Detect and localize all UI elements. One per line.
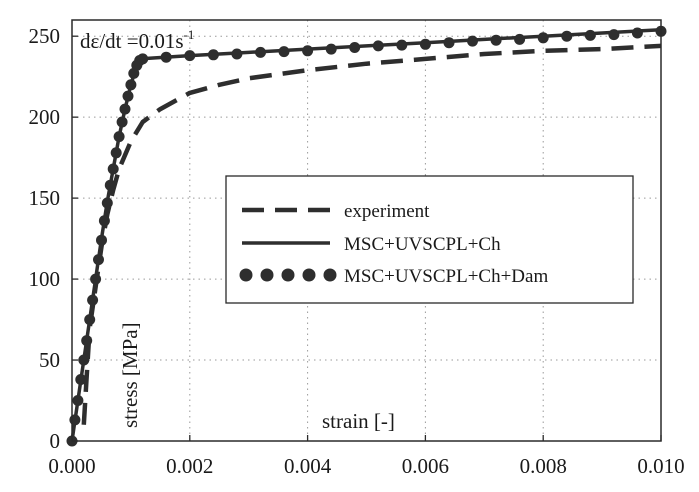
legend-label: experiment <box>344 201 430 222</box>
series-marker-msc-uvscpl-ch-dam <box>278 46 290 58</box>
strain-rate-annotation: dε/dt =0.01s-1 <box>80 27 194 53</box>
series-marker-msc-uvscpl-ch-dam <box>93 254 104 266</box>
series-marker-msc-uvscpl-ch-dam <box>490 34 502 46</box>
y-tick-label: 0 <box>50 429 61 453</box>
legend-swatch-marker <box>239 268 253 282</box>
series-marker-msc-uvscpl-ch-dam <box>69 414 81 426</box>
series-marker-msc-uvscpl-ch-dam <box>302 45 314 57</box>
series-marker-msc-uvscpl-ch-dam <box>325 43 337 55</box>
series-marker-msc-uvscpl-ch-dam <box>110 147 122 159</box>
series-marker-msc-uvscpl-ch-dam <box>631 27 643 39</box>
legend: experiment MSC+UVSCPL+Ch MSC+UVSCPL+Ch+Dam <box>225 175 634 304</box>
series-marker-msc-uvscpl-ch-dam <box>125 79 137 91</box>
x-tick-label: 0.006 <box>402 454 449 478</box>
x-tick-label: 0.004 <box>284 454 332 478</box>
series-marker-msc-uvscpl-ch-dam <box>87 294 99 306</box>
series-marker-msc-uvscpl-ch-dam <box>101 197 113 209</box>
y-tick-label: 150 <box>29 186 61 210</box>
series-marker-msc-uvscpl-ch-dam <box>75 374 87 385</box>
legend-label: MSC+UVSCPL+Ch <box>344 234 501 255</box>
series-marker-msc-uvscpl-ch-dam <box>608 29 620 41</box>
y-tick-label: 250 <box>29 24 61 48</box>
y-tick-label: 50 <box>39 348 60 372</box>
series-marker-msc-uvscpl-ch-dam <box>78 354 90 366</box>
series-marker-msc-uvscpl-ch-dam <box>372 40 384 52</box>
series-marker-msc-uvscpl-ch-dam <box>514 33 526 45</box>
series-layer <box>66 25 667 447</box>
series-marker-msc-uvscpl-ch-dam <box>396 39 408 51</box>
series-marker-msc-uvscpl-ch-dam <box>231 48 243 60</box>
series-marker-msc-uvscpl-ch-dam <box>113 131 125 143</box>
series-marker-msc-uvscpl-ch-dam <box>122 90 134 102</box>
series-marker-msc-uvscpl-ch-dam <box>160 51 172 63</box>
series-marker-msc-uvscpl-ch-dam <box>116 116 128 128</box>
series-marker-msc-uvscpl-ch-dam <box>81 335 93 347</box>
series-marker-msc-uvscpl-ch-dam <box>349 42 361 53</box>
series-marker-msc-uvscpl-ch-dam <box>537 32 549 44</box>
plot-frame <box>71 19 662 442</box>
y-axis-label: stress [MPa] <box>118 322 142 428</box>
series-marker-msc-uvscpl-ch-dam <box>443 37 455 49</box>
series-marker-msc-uvscpl-ch-dam <box>584 29 596 41</box>
legend-box <box>225 175 634 304</box>
series-marker-msc-uvscpl-ch-dam <box>107 163 119 175</box>
x-tick-label: 0.000 <box>48 454 95 478</box>
series-marker-msc-uvscpl-ch-dam <box>104 179 116 191</box>
y-tick-label: 100 <box>29 267 61 291</box>
series-marker-msc-uvscpl-ch-dam <box>137 53 149 65</box>
x-tick-label: 0.002 <box>166 454 213 478</box>
legend-swatch-marker <box>323 268 337 282</box>
series-marker-msc-uvscpl-ch-dam <box>255 46 266 58</box>
series-marker-msc-uvscpl-ch-dam <box>119 103 131 115</box>
legend-swatch-marker <box>260 268 274 282</box>
series-marker-msc-uvscpl-ch-dam <box>561 30 573 42</box>
legend-label: MSC+UVSCPL+Ch+Dam <box>344 266 548 287</box>
tick-labels: 0.000 0.002 0.004 0.006 0.008 0.010 0 50 100 150 2… <box>29 24 685 478</box>
series-marker-msc-uvscpl-ch-dam <box>72 395 84 406</box>
series-marker-msc-uvscpl-ch-dam <box>98 215 110 227</box>
x-tick-label: 0.008 <box>520 454 567 478</box>
legend-swatch-marker <box>302 268 316 282</box>
series-marker-msc-uvscpl-ch-dam <box>184 50 196 62</box>
x-tick-label: 0.010 <box>637 454 684 478</box>
series-marker-msc-uvscpl-ch-dam <box>467 35 478 47</box>
series-marker-msc-uvscpl-ch-dam <box>207 49 219 61</box>
x-axis-label: strain [-] <box>322 409 395 433</box>
series-marker-msc-uvscpl-ch-dam <box>90 273 102 285</box>
series-marker-msc-uvscpl-ch-dam <box>419 38 431 50</box>
y-tick-label: 200 <box>29 105 61 129</box>
series-marker-msc-uvscpl-ch-dam <box>96 234 107 246</box>
legend-swatch-marker <box>281 268 295 282</box>
series-marker-msc-uvscpl-ch-dam <box>84 314 96 326</box>
